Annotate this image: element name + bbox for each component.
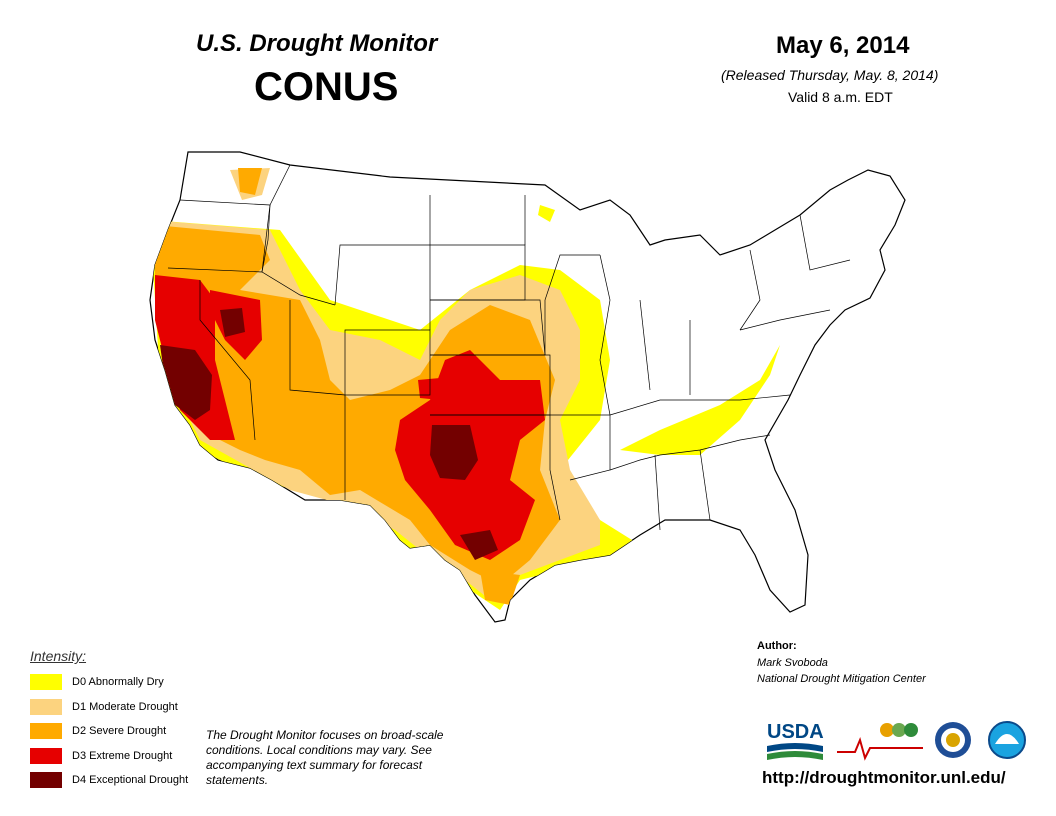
legend-item-d2: D2 Severe Drought bbox=[30, 723, 166, 739]
drought-map bbox=[149, 151, 906, 623]
state-boundaries bbox=[167, 164, 851, 531]
legend-label-d1: D1 Moderate Drought bbox=[72, 701, 178, 713]
legend-label-d0: D0 Abnormally Dry bbox=[72, 676, 164, 688]
d4-areas bbox=[160, 308, 498, 560]
map-date: May 6, 2014 bbox=[776, 32, 910, 59]
release-date: (Released Thursday, May. 8, 2014) bbox=[721, 67, 939, 83]
legend-label-d2: D2 Severe Drought bbox=[72, 725, 167, 737]
author-name: Mark Svoboda bbox=[757, 657, 828, 669]
noaa-logo-icon bbox=[988, 721, 1026, 759]
legend-swatch-d2 bbox=[30, 723, 62, 739]
legend-item-d0: D0 Abnormally Dry bbox=[30, 674, 164, 690]
valid-time: Valid 8 a.m. EDT bbox=[788, 89, 893, 105]
legend-swatch-d4 bbox=[30, 772, 62, 788]
doc-seal-icon bbox=[935, 722, 971, 758]
legend-label-d4: D4 Exceptional Drought bbox=[72, 774, 189, 786]
website-url[interactable]: http://droughtmonitor.unl.edu/ bbox=[762, 768, 1006, 787]
ndmc-logo bbox=[837, 723, 923, 761]
map-region: CONUS bbox=[254, 65, 399, 109]
author-heading: Author: bbox=[757, 640, 797, 652]
map-title: U.S. Drought Monitor bbox=[196, 30, 438, 57]
author-organization: National Drought Mitigation Center bbox=[757, 673, 926, 685]
legend-title: Intensity: bbox=[30, 648, 87, 664]
usda-logo: USDA bbox=[767, 721, 824, 760]
legend-item-d3: D3 Extreme Drought bbox=[30, 748, 172, 764]
disclaimer-text: The Drought Monitor focuses on broad-sca… bbox=[206, 728, 444, 787]
legend-label-d3: D3 Extreme Drought bbox=[72, 750, 173, 762]
legend-swatch-d0 bbox=[30, 674, 62, 690]
legend-item-d4: D4 Exceptional Drought bbox=[30, 772, 188, 788]
legend-swatch-d3 bbox=[30, 748, 62, 764]
usda-logo-text: USDA bbox=[767, 721, 824, 743]
legend-swatch-d1 bbox=[30, 699, 62, 715]
legend-item-d1: D1 Moderate Drought bbox=[30, 699, 178, 715]
